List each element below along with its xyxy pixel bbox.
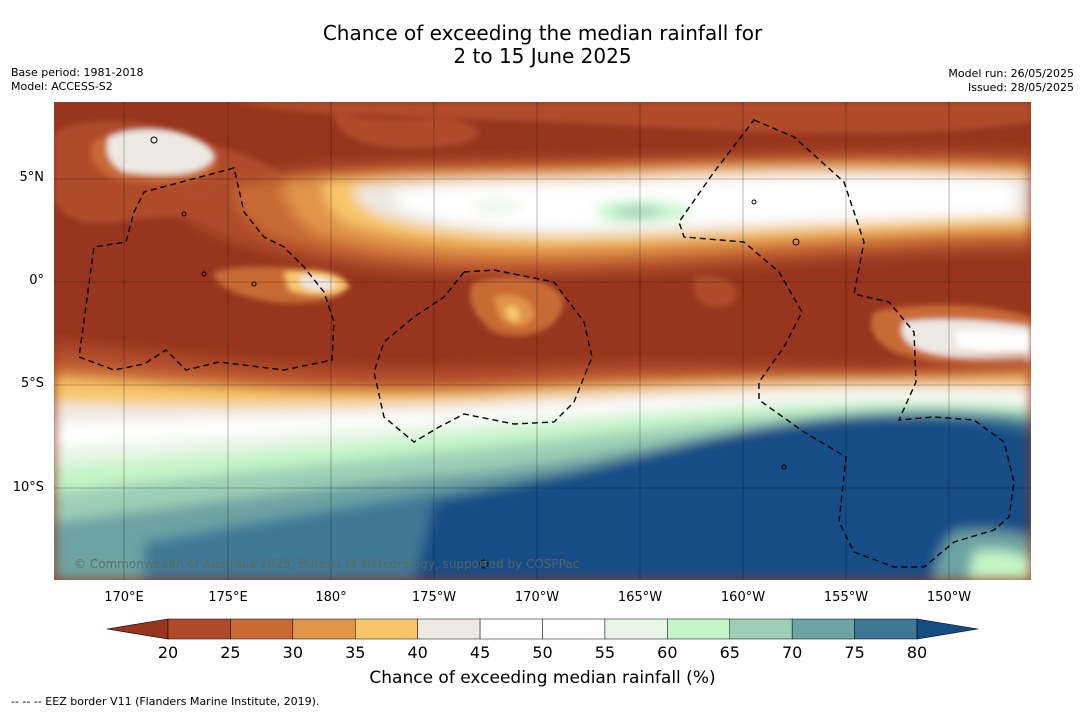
colorbar-segment [667,618,730,640]
meta-right: Model run: 26/05/2025 Issued: 28/05/2025 [948,67,1074,95]
meta-left: Base period: 1981-2018 Model: ACCESS-S2 [11,66,143,94]
colorbar-segment [542,618,606,640]
lat-label-10s: 10°S [12,480,44,495]
colorbar-segments [106,618,979,640]
map-title: Chance of exceeding the median rainfall … [0,22,1085,68]
colorbar-segment [479,618,543,640]
eez-borders [78,119,1015,568]
copyright-notice: © Commonwealth of Australia 2025, Bureau… [74,557,580,571]
rainfall-map: © Commonwealth of Australia 2025, Bureau… [54,102,1031,580]
colorbar-tick-label: 30 [282,643,303,662]
colorbar-tick-label: 60 [657,643,678,662]
lon-label-150w: 150°W [926,590,972,605]
colorbar-tick-label: 55 [594,643,616,662]
colorbar-segment [854,618,918,640]
colorbar-tick-label: 75 [844,643,865,662]
north-wet-band [174,149,1031,277]
lon-label-170e: 170°E [104,590,144,605]
lon-label-180: 180° [315,590,347,605]
title-line-2: 2 to 15 June 2025 [453,44,632,68]
map-svg [54,102,1031,580]
model-run: Model run: 26/05/2025 [948,67,1074,80]
colorbar-over-arrow [916,618,979,640]
model-name: Model: ACCESS-S2 [11,80,113,93]
colorbar-segment [604,618,668,640]
south-wet-band [54,342,1031,580]
map-gridlines [54,102,1031,580]
colorbar-segment [355,618,418,640]
lon-label-155w: 155°W [823,590,869,605]
eez-border-central [373,269,593,443]
lon-label-175e: 175°E [208,590,248,605]
colorbar-tick-label: 80 [906,643,928,662]
colorbar-under-arrow [106,618,169,640]
colorbar-segment [230,618,294,640]
lat-label-5n: 5°N [19,170,45,185]
lon-label-165w: 165°W [617,590,663,605]
colorbar-tick-label: 35 [345,643,366,662]
islands [150,136,800,569]
colorbar-tick-label: 40 [407,643,428,662]
colorbar-tick-label: 20 [157,643,179,662]
lon-label-175w: 175°W [411,590,457,605]
issued-date: Issued: 28/05/2025 [967,81,1074,94]
colorbar-segment [417,618,481,640]
title-line-1: Chance of exceeding the median rainfall … [322,21,763,45]
colorbar-tick-label: 50 [532,643,553,662]
eez-legend-note: -- -- -- EEZ border V11 (Flanders Marine… [11,695,320,708]
lat-label-0: 0° [29,273,44,288]
colorbar-segment [292,618,356,640]
colorbar-segment [791,618,855,640]
colorbar-segment [729,618,793,640]
equator-features [214,266,1031,372]
colorbar-tick-label: 65 [719,643,740,662]
eez-border-west [78,167,335,371]
colorbar-label: Chance of exceeding median rainfall (%) [369,668,716,688]
eez-border-east [678,119,1015,568]
lon-label-170w: 170°W [514,590,560,605]
lat-label-5s: 5°S [20,376,44,391]
colorbar [106,618,979,640]
colorbar-segment [167,618,231,640]
colorbar-tick-label: 45 [469,643,491,662]
colorbar-tick-label: 25 [220,643,241,662]
base-period: Base period: 1981-2018 [11,66,144,79]
lon-label-160w: 160°W [720,590,766,605]
colorbar-tick-label: 70 [781,643,803,662]
